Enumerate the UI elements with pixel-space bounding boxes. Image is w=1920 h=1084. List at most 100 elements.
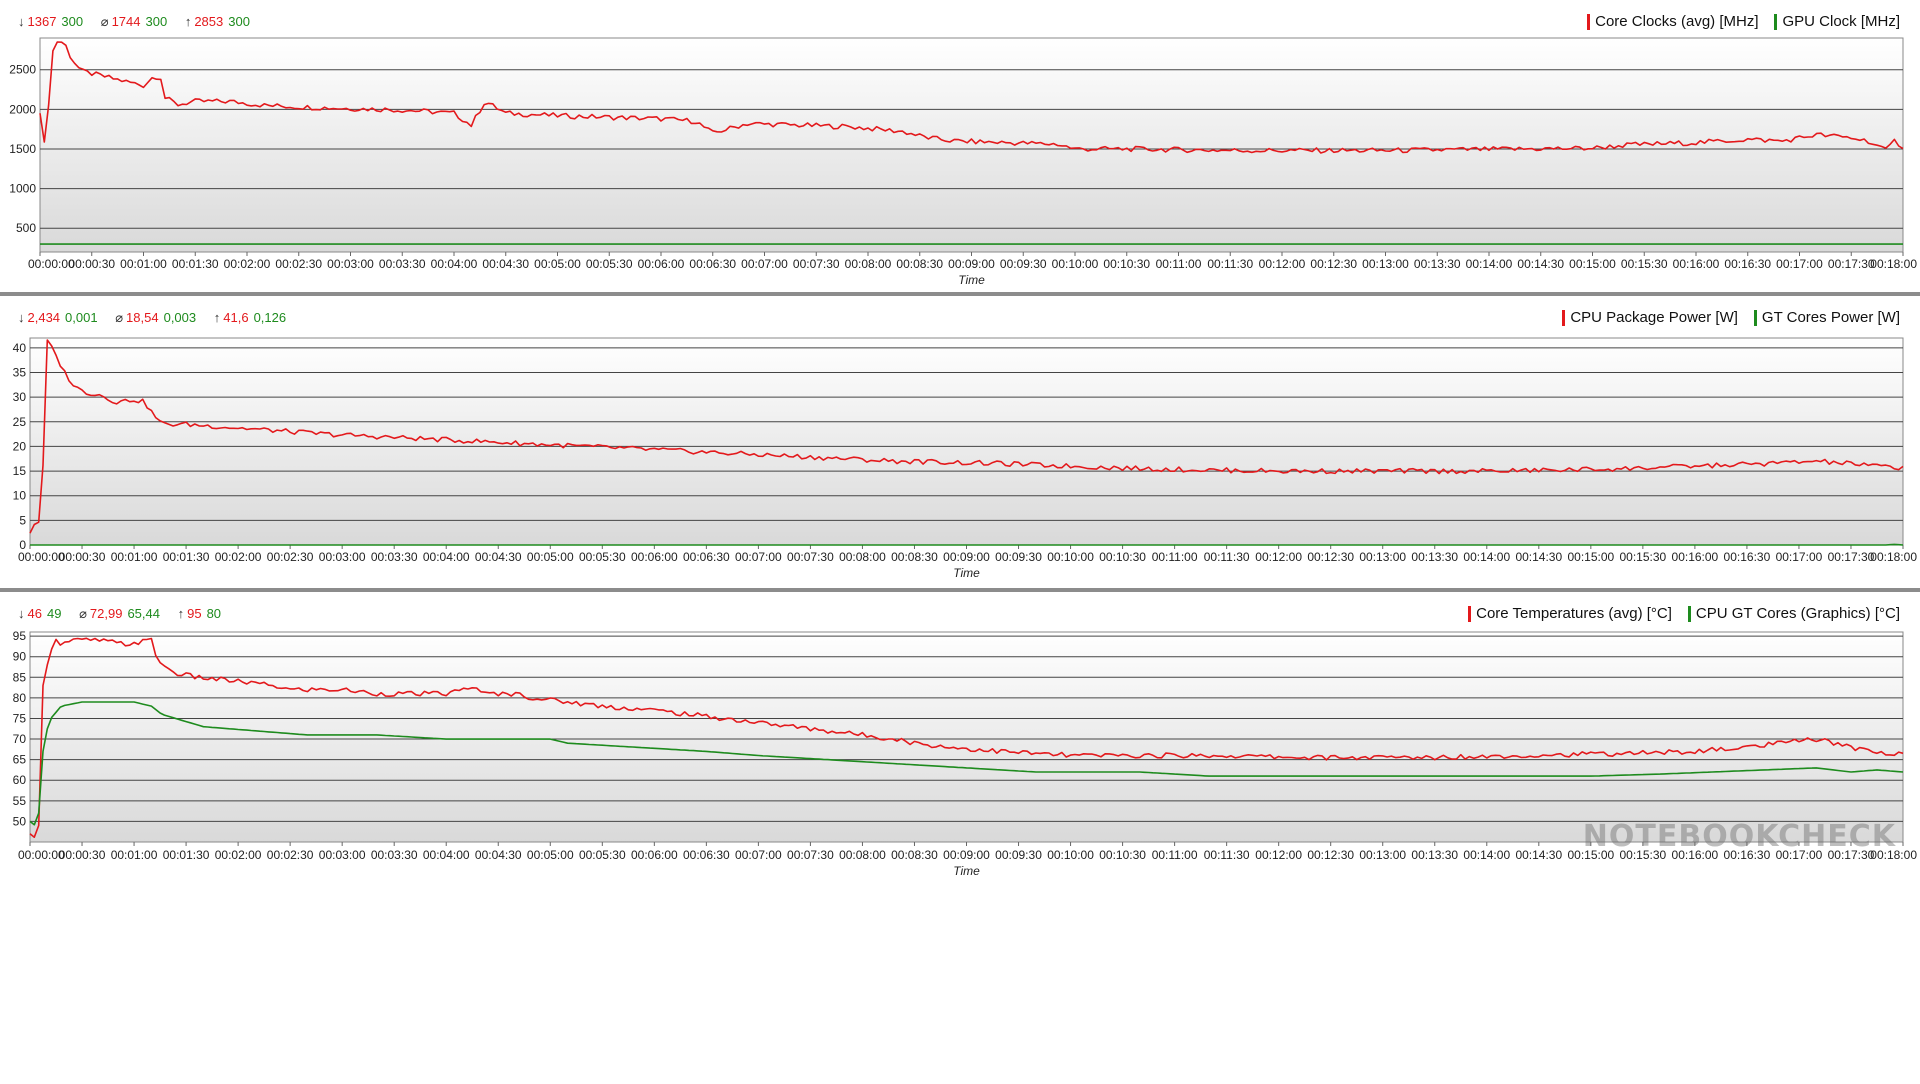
- x-tick-label: 00:03:00: [319, 550, 366, 564]
- x-tick-label: 00:05:00: [527, 848, 574, 862]
- x-tick-label: 00:04:30: [475, 848, 522, 862]
- x-tick-label: 00:00:00: [18, 550, 65, 564]
- core-clock-min: 1367: [27, 14, 57, 29]
- x-tick-label: 00:13:30: [1411, 848, 1458, 862]
- x-tick-label: 00:06:00: [631, 550, 678, 564]
- x-tick-label: 00:07:30: [793, 257, 840, 271]
- x-tick-label: 00:07:30: [787, 848, 834, 862]
- core-temp-max: 95: [187, 606, 202, 621]
- x-tick-label: 00:15:30: [1620, 550, 1667, 564]
- cpu-power-max: 41,6: [223, 310, 249, 325]
- x-tick-label: 00:10:00: [1047, 848, 1094, 862]
- x-tick-label: 00:15:00: [1569, 257, 1616, 271]
- watermark-logo: NOTEBOOKCHECK: [1583, 819, 1896, 854]
- gt-power-avg: 0,003: [163, 310, 197, 325]
- x-axis-title: Time: [953, 864, 980, 878]
- x-tick-label: 00:10:00: [1047, 550, 1094, 564]
- gpu-clock-min: 300: [61, 14, 84, 29]
- y-tick-label: 70: [13, 732, 27, 746]
- y-tick-label: 500: [16, 221, 36, 235]
- x-tick-label: 00:11:30: [1204, 848, 1250, 862]
- gpu-clock-avg: 300: [145, 14, 168, 29]
- y-tick-label: 35: [13, 366, 27, 380]
- y-tick-label: 1000: [9, 182, 36, 196]
- x-tick-label: 00:17:30: [1828, 550, 1875, 564]
- x-tick-label: 00:01:30: [163, 848, 210, 862]
- x-tick-label: 00:00:30: [68, 257, 115, 271]
- x-tick-label: 00:05:30: [586, 257, 633, 271]
- x-tick-label: 00:03:00: [319, 848, 366, 862]
- x-tick-label: 00:11:00: [1152, 848, 1198, 862]
- x-tick-label: 00:00:30: [59, 848, 106, 862]
- x-tick-label: 00:07:30: [787, 550, 834, 564]
- x-tick-label: 00:16:30: [1724, 257, 1771, 271]
- series-line-red: [39, 41, 1904, 154]
- x-tick-label: 00:02:00: [224, 257, 271, 271]
- temperature-legend: Core Temperatures (avg) [°C] CPU GT Core…: [1468, 605, 1900, 622]
- x-tick-label: 00:12:00: [1255, 848, 1302, 862]
- gt-power-max: 0,126: [253, 310, 287, 325]
- x-tick-label: 00:02:00: [215, 550, 262, 564]
- y-tick-label: 10: [13, 489, 27, 503]
- legend-core-temperatures-label: Core Temperatures (avg) [°C]: [1476, 605, 1672, 622]
- y-tick-label: 95: [13, 629, 27, 643]
- legend-gt-cores-power: GT Cores Power [W]: [1753, 309, 1900, 326]
- x-tick-label: 00:11:00: [1152, 550, 1198, 564]
- watermark-text: NOTEBOOKCHECK: [1582, 819, 1896, 854]
- x-axis-title: Time: [958, 273, 985, 287]
- clock-panel: ↓ 1367 300 ⌀ 1744 300 ↑ 2853 300 Core Clocks (…: [0, 0, 1920, 292]
- clock-legend: Core Clocks (avg) [MHz] GPU Clock [MHz]: [1587, 13, 1900, 30]
- x-tick-label: 00:08:30: [896, 257, 943, 271]
- y-tick-label: 30: [13, 390, 27, 404]
- gt-temp-max: 80: [206, 606, 222, 621]
- x-tick-label: 00:09:30: [995, 550, 1042, 564]
- x-tick-label: 00:14:30: [1515, 550, 1562, 564]
- plot-area: [39, 37, 1904, 253]
- max-symbol: ↑: [177, 606, 185, 621]
- y-tick-label: 40: [13, 341, 27, 355]
- x-tick-label: 00:13:00: [1362, 257, 1409, 271]
- temperature-panel: ↓ 46 49 ⌀ 72,99 65,44 ↑ 95 80 Core Temperature…: [0, 592, 1920, 1084]
- power-panel: ↓ 2,434 0,001 ⌀ 18,54 0,003 ↑ 41,6 0,126 CPU P…: [0, 296, 1920, 588]
- max-symbol: ↑: [184, 14, 192, 29]
- legend-swatch-red: [1468, 605, 1472, 622]
- legend-gpu-clock-label: GPU Clock [MHz]: [1782, 13, 1900, 30]
- x-tick-label: 00:13:00: [1359, 848, 1406, 862]
- x-tick-label: 00:02:00: [215, 848, 262, 862]
- x-tick-label: 00:08:30: [891, 848, 938, 862]
- x-tick-label: 00:17:00: [1776, 550, 1823, 564]
- x-tick-label: 00:18:00: [1870, 848, 1917, 862]
- min-symbol: ↓: [18, 14, 25, 29]
- x-tick-label: 00:05:00: [527, 550, 574, 564]
- gpu-clock-max: 300: [228, 14, 250, 29]
- x-tick-label: 00:06:00: [638, 257, 685, 271]
- x-tick-label: 00:08:00: [839, 848, 886, 862]
- y-tick-label: 80: [13, 691, 27, 705]
- x-tick-label: 00:05:30: [579, 550, 626, 564]
- x-tick-label: 00:00:30: [59, 550, 106, 564]
- cpu-power-min: 2,434: [27, 310, 61, 325]
- x-tick-label: 00:12:30: [1307, 848, 1354, 862]
- y-tick-label: 1500: [9, 142, 36, 156]
- x-tick-label: 00:16:30: [1724, 550, 1771, 564]
- x-tick-label: 00:15:30: [1621, 257, 1668, 271]
- legend-gt-cores-graphics-label: CPU GT Cores (Graphics) [°C]: [1695, 605, 1900, 622]
- x-tick-label: 00:14:00: [1466, 257, 1513, 271]
- legend-gt-cores-graphics: CPU GT Cores (Graphics) [°C]: [1687, 605, 1900, 622]
- legend-gpu-clock: GPU Clock [MHz]: [1774, 13, 1900, 30]
- x-tick-label: 00:01:00: [120, 257, 167, 271]
- legend-swatch-green: [1753, 309, 1757, 326]
- y-tick-label: 75: [13, 711, 27, 725]
- power-legend: CPU Package Power [W] GT Cores Power [W]: [1562, 309, 1900, 326]
- power-stats: ↓ 2,434 0,001 ⌀ 18,54 0,003 ↑ 41,6 0,126: [18, 310, 300, 326]
- x-tick-label: 00:09:30: [1000, 257, 1047, 271]
- y-tick-label: 90: [13, 650, 27, 664]
- legend-core-clocks-label: Core Clocks (avg) [MHz]: [1595, 13, 1759, 30]
- y-tick-label: 50: [13, 814, 27, 828]
- x-tick-label: 00:07:00: [735, 848, 782, 862]
- x-tick-label: 00:04:00: [423, 848, 470, 862]
- x-tick-label: 00:07:00: [735, 550, 782, 564]
- y-tick-label: 2500: [9, 63, 36, 77]
- x-tick-label: 00:12:00: [1255, 550, 1302, 564]
